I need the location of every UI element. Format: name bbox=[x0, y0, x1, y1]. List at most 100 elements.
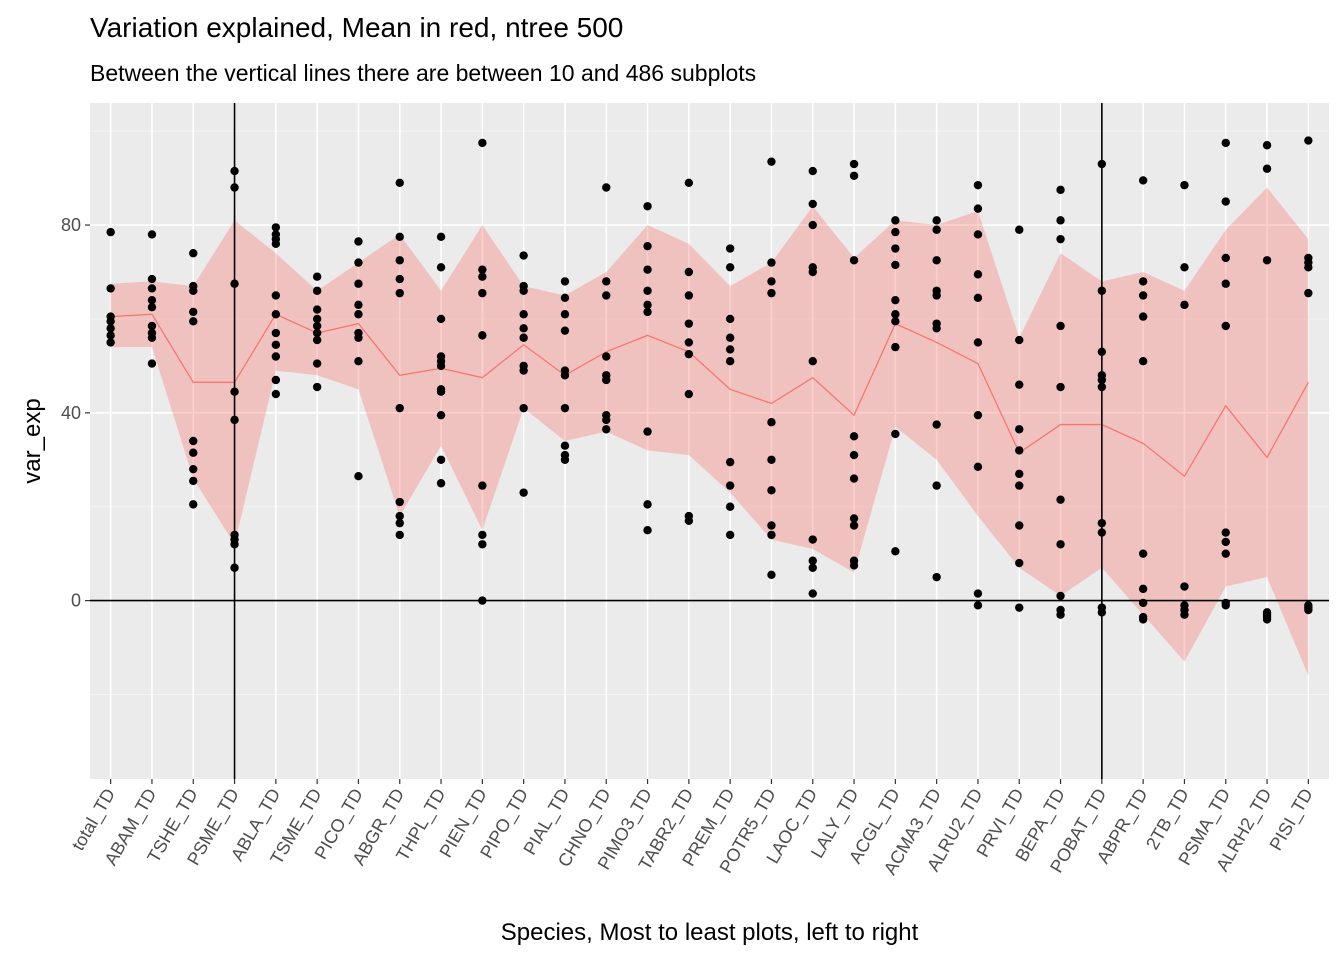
data-point bbox=[1262, 615, 1272, 624]
data-point bbox=[478, 540, 487, 549]
data-point bbox=[271, 239, 281, 249]
data-point bbox=[808, 199, 817, 209]
plot-panel bbox=[90, 103, 1329, 779]
data-point bbox=[312, 286, 322, 295]
data-point bbox=[891, 310, 900, 319]
data-point bbox=[808, 563, 817, 572]
data-point bbox=[973, 293, 983, 303]
data-point bbox=[891, 260, 900, 270]
data-point bbox=[519, 286, 528, 295]
data-point bbox=[602, 415, 611, 425]
data-point bbox=[973, 589, 983, 598]
data-point bbox=[1015, 469, 1024, 479]
data-point bbox=[684, 267, 694, 277]
data-point bbox=[1138, 584, 1148, 594]
data-point bbox=[1056, 495, 1065, 504]
data-point bbox=[684, 178, 694, 188]
y-axis: 0 40 80 bbox=[61, 215, 90, 611]
data-point bbox=[106, 331, 115, 340]
data-point bbox=[643, 286, 652, 295]
y-tick-label: 80 bbox=[61, 215, 81, 235]
data-point bbox=[519, 488, 528, 497]
data-point bbox=[1138, 176, 1148, 185]
data-point bbox=[1221, 528, 1230, 537]
data-point bbox=[1138, 356, 1148, 366]
data-point bbox=[395, 511, 404, 521]
data-point bbox=[1221, 253, 1230, 263]
data-point bbox=[932, 420, 941, 429]
data-point bbox=[973, 230, 983, 239]
data-point bbox=[684, 291, 694, 300]
data-point bbox=[354, 300, 363, 310]
reference-lines bbox=[90, 103, 1329, 779]
data-point bbox=[849, 159, 859, 169]
data-point bbox=[973, 204, 983, 213]
data-point bbox=[147, 303, 157, 312]
data-point bbox=[849, 521, 859, 530]
data-point bbox=[808, 220, 817, 230]
data-point bbox=[891, 227, 900, 237]
data-point bbox=[725, 481, 735, 490]
data-point bbox=[643, 427, 652, 436]
data-point bbox=[932, 324, 941, 333]
data-point bbox=[189, 464, 198, 474]
data-point bbox=[189, 307, 198, 317]
data-point bbox=[436, 479, 446, 488]
data-point bbox=[436, 410, 446, 420]
data-point bbox=[395, 232, 404, 241]
data-point bbox=[891, 216, 900, 225]
data-point bbox=[1304, 605, 1313, 615]
data-point bbox=[1056, 234, 1065, 244]
data-point bbox=[1015, 446, 1024, 455]
data-point bbox=[1221, 549, 1230, 558]
data-point bbox=[312, 314, 322, 324]
data-point bbox=[560, 277, 570, 286]
data-point bbox=[106, 338, 115, 347]
data-point bbox=[271, 291, 281, 300]
data-point bbox=[1015, 425, 1024, 434]
data-point bbox=[767, 258, 776, 267]
minor-grid bbox=[90, 130, 1329, 695]
data-point bbox=[147, 274, 157, 284]
data-point bbox=[973, 410, 983, 420]
data-point bbox=[643, 500, 652, 509]
mean-line bbox=[110, 313, 1309, 478]
data-point bbox=[106, 284, 115, 293]
data-point bbox=[271, 223, 281, 232]
data-point bbox=[189, 249, 198, 258]
data-point bbox=[312, 305, 322, 314]
data-point bbox=[1304, 288, 1313, 298]
data-point bbox=[395, 274, 404, 284]
data-point bbox=[1180, 180, 1189, 190]
data-point bbox=[436, 263, 446, 272]
data-point bbox=[808, 267, 817, 277]
data-point bbox=[1262, 164, 1272, 173]
data-point bbox=[354, 279, 363, 288]
data-point bbox=[478, 288, 487, 298]
data-point bbox=[354, 237, 363, 246]
data-point bbox=[1056, 185, 1065, 195]
data-point bbox=[1180, 582, 1189, 591]
data-point bbox=[1221, 537, 1230, 547]
data-point bbox=[973, 462, 983, 472]
data-point bbox=[147, 321, 157, 331]
data-point bbox=[106, 227, 115, 237]
data-point bbox=[725, 314, 735, 324]
data-point bbox=[808, 166, 817, 176]
data-point bbox=[725, 530, 735, 540]
data-point bbox=[189, 436, 198, 446]
data-point bbox=[519, 251, 528, 260]
data-point bbox=[560, 293, 570, 303]
data-point bbox=[189, 476, 198, 486]
data-point bbox=[932, 256, 941, 265]
data-point bbox=[560, 403, 570, 413]
data-point bbox=[643, 202, 652, 211]
data-point bbox=[189, 286, 198, 295]
data-point bbox=[354, 310, 363, 319]
data-point bbox=[684, 319, 694, 328]
data-point bbox=[106, 324, 115, 333]
data-point bbox=[1304, 136, 1313, 145]
data-point bbox=[478, 331, 487, 340]
data-point bbox=[643, 241, 652, 251]
